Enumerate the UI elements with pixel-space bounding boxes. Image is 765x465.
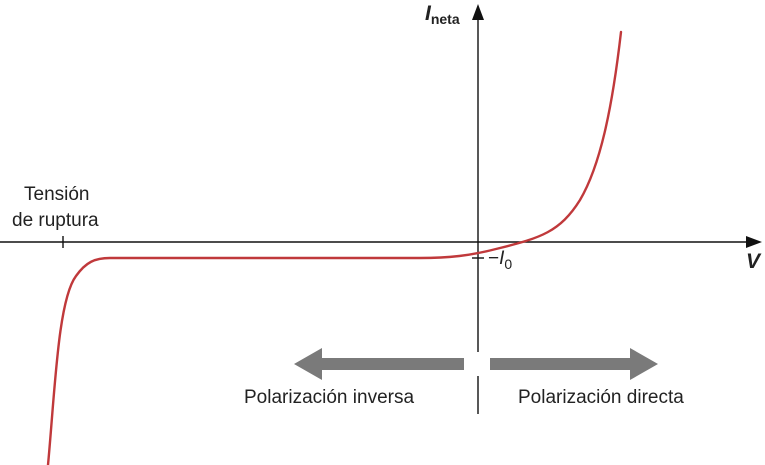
iv-curve <box>46 30 623 465</box>
y-axis-arrowhead <box>472 4 484 20</box>
x-axis-arrowhead <box>746 236 762 248</box>
forward-bias-label: Polarización directa <box>518 387 684 408</box>
forward-arrow <box>490 348 658 380</box>
reverse-bias-label: Polarización inversa <box>244 387 415 408</box>
i0-label: −I0 <box>488 248 513 272</box>
y-axis-label: Ineta <box>425 2 460 27</box>
breakdown-label-line2: de ruptura <box>12 210 99 231</box>
reverse-arrow <box>294 348 464 380</box>
x-axis-label: V <box>746 250 761 273</box>
breakdown-label-line1: Tensión <box>24 184 90 205</box>
